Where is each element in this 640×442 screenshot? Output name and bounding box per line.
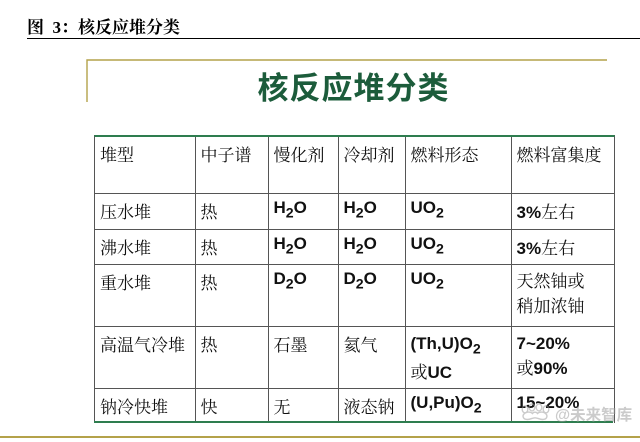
svg-text:@未来智库: @未来智库	[555, 405, 632, 424]
